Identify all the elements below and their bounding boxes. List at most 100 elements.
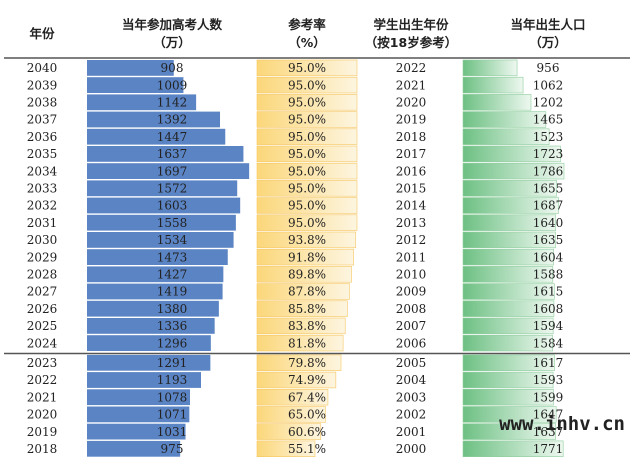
year-label: 2028 bbox=[27, 268, 58, 282]
header-birth-year-line2: （按18岁参考） bbox=[365, 35, 457, 50]
rate-value: 89.8% bbox=[288, 268, 326, 282]
birth-year-label: 2018 bbox=[396, 130, 427, 144]
birth-year-label: 2006 bbox=[396, 336, 427, 350]
rate-value: 65.0% bbox=[288, 408, 326, 422]
candidates-value: 1427 bbox=[157, 268, 188, 282]
candidates-value: 1558 bbox=[157, 216, 188, 230]
birth-year-label: 2003 bbox=[396, 390, 427, 404]
births-bar bbox=[462, 197, 559, 214]
year-label: 2025 bbox=[27, 319, 58, 333]
births-bar bbox=[462, 388, 554, 406]
candidates-value: 1193 bbox=[157, 373, 188, 387]
year-label: 2023 bbox=[27, 356, 58, 370]
rate-bar bbox=[256, 423, 322, 440]
rate-bar bbox=[256, 248, 354, 266]
candidates-value: 1296 bbox=[157, 336, 188, 350]
candidates-bar bbox=[87, 354, 211, 371]
candidates-bar bbox=[87, 163, 250, 179]
births-bar bbox=[462, 354, 555, 371]
rate-bar bbox=[256, 334, 344, 352]
rate-bar bbox=[256, 197, 358, 214]
header-rate-line2: （%） bbox=[288, 35, 326, 50]
year-label: 2030 bbox=[27, 233, 58, 247]
birth-year-label: 2007 bbox=[396, 319, 427, 333]
candidates-bar bbox=[87, 389, 191, 406]
candidates-bar bbox=[87, 423, 186, 440]
births-bar bbox=[462, 334, 553, 352]
rate-value: 95.0% bbox=[288, 147, 326, 161]
header-year: 年份 bbox=[29, 26, 55, 41]
rate-value: 95.0% bbox=[288, 61, 326, 75]
candidates-bar bbox=[87, 214, 236, 231]
rate-bar bbox=[256, 162, 358, 180]
candidates-value: 1603 bbox=[157, 199, 188, 213]
births-value: 1593 bbox=[533, 373, 564, 387]
rate-value: 60.6% bbox=[288, 425, 326, 439]
rate-bar bbox=[256, 94, 358, 111]
year-label: 2033 bbox=[27, 182, 58, 196]
candidates-bar bbox=[87, 440, 181, 457]
rate-bar bbox=[256, 406, 326, 423]
year-label: 2037 bbox=[27, 113, 58, 127]
rate-bar bbox=[256, 300, 348, 317]
rate-value: 95.0% bbox=[288, 130, 326, 144]
births-value: 1786 bbox=[533, 164, 564, 178]
rate-value: 83.8% bbox=[288, 319, 326, 333]
year-label: 2022 bbox=[27, 373, 58, 387]
births-bar bbox=[462, 300, 555, 317]
births-value: 1640 bbox=[533, 216, 564, 230]
births-value: 1599 bbox=[533, 390, 564, 404]
births-value: 1723 bbox=[533, 147, 564, 161]
candidates-bar bbox=[87, 111, 221, 128]
births-value: 1615 bbox=[533, 285, 564, 299]
births-value: 1687 bbox=[533, 199, 564, 213]
candidates-bar bbox=[87, 266, 224, 283]
candidates-bar bbox=[87, 197, 241, 214]
births-value: 1647 bbox=[533, 408, 564, 422]
rate-value: 85.8% bbox=[288, 302, 326, 316]
births-bar bbox=[462, 440, 564, 457]
rate-bar bbox=[256, 111, 358, 128]
births-value: 1523 bbox=[533, 130, 564, 144]
rate-bar bbox=[256, 231, 357, 249]
candidates-value: 1473 bbox=[157, 250, 188, 264]
birth-year-label: 2002 bbox=[396, 408, 427, 422]
births-bar bbox=[462, 423, 556, 440]
candidates-value: 1071 bbox=[157, 408, 188, 422]
year-label: 2024 bbox=[27, 336, 58, 350]
births-value: 1635 bbox=[533, 233, 564, 247]
birth-year-label: 2019 bbox=[396, 113, 427, 127]
candidates-value: 1392 bbox=[157, 113, 188, 127]
candidates-bar bbox=[87, 335, 211, 351]
births-bar bbox=[462, 406, 557, 423]
candidates-value: 1534 bbox=[157, 233, 188, 247]
rate-value: 95.0% bbox=[288, 182, 326, 196]
candidates-bar bbox=[87, 249, 228, 265]
rate-bar bbox=[256, 440, 316, 457]
year-label: 2039 bbox=[27, 78, 58, 92]
birth-year-label: 2001 bbox=[396, 425, 427, 439]
births-value: 1588 bbox=[533, 268, 564, 282]
candidates-value: 975 bbox=[161, 442, 184, 456]
birth-year-label: 2022 bbox=[396, 61, 427, 75]
births-bar bbox=[462, 317, 554, 335]
rate-bar bbox=[256, 354, 342, 371]
birth-year-label: 2000 bbox=[396, 442, 427, 456]
births-bar bbox=[462, 162, 565, 180]
birth-year-label: 2012 bbox=[396, 233, 427, 247]
rate-bar bbox=[256, 371, 337, 389]
header-rate-line1: 参考率 bbox=[288, 17, 326, 32]
rate-value: 87.8% bbox=[288, 285, 326, 299]
birth-year-label: 2011 bbox=[396, 250, 427, 264]
candidates-bar bbox=[87, 146, 244, 162]
candidates-value: 1031 bbox=[157, 425, 188, 439]
births-bar bbox=[462, 248, 555, 266]
birth-year-label: 2008 bbox=[396, 302, 427, 316]
rate-bar bbox=[256, 145, 358, 163]
births-bar bbox=[462, 76, 524, 94]
candidates-value: 1419 bbox=[157, 285, 188, 299]
births-bar bbox=[462, 371, 554, 389]
candidates-bar bbox=[87, 406, 190, 423]
births-bar bbox=[462, 59, 518, 77]
